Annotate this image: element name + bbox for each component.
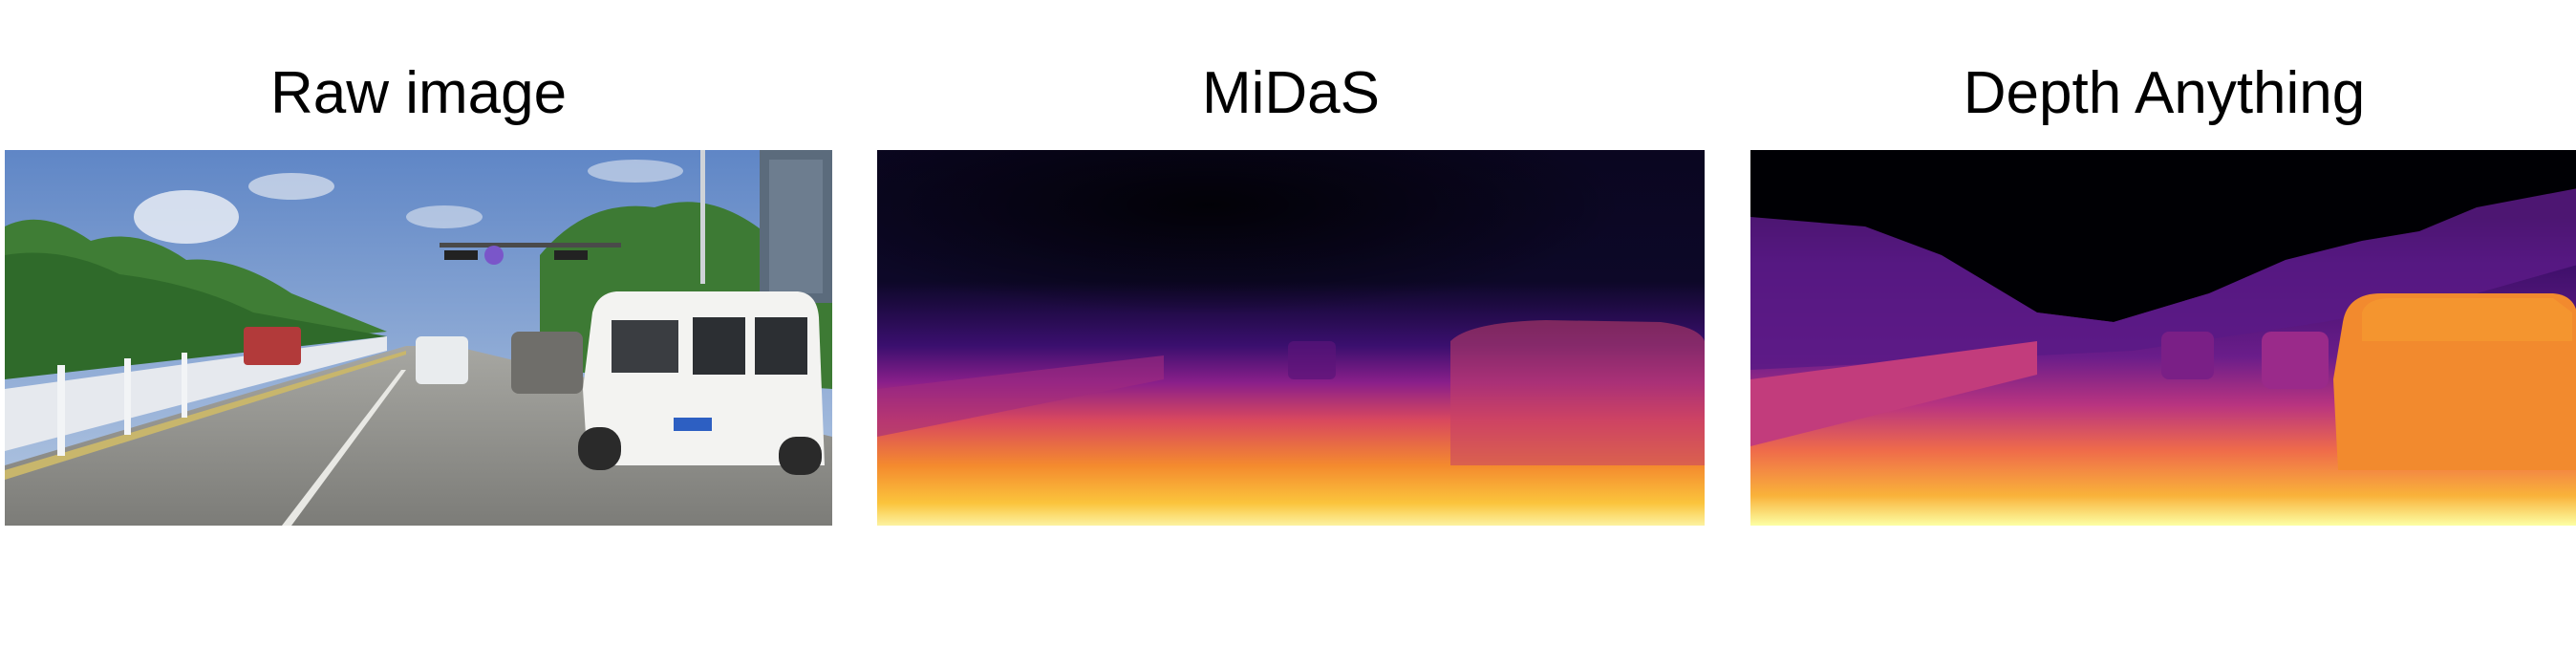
depth-anything-depth-map — [1750, 150, 2576, 526]
raw-image-photo — [5, 150, 832, 526]
depth-anything-title: Depth Anything — [1963, 60, 2366, 126]
midas-depth-map — [877, 150, 1705, 526]
midas-title: MiDaS — [1201, 60, 1381, 126]
raw-image-title: Raw image — [269, 60, 568, 126]
